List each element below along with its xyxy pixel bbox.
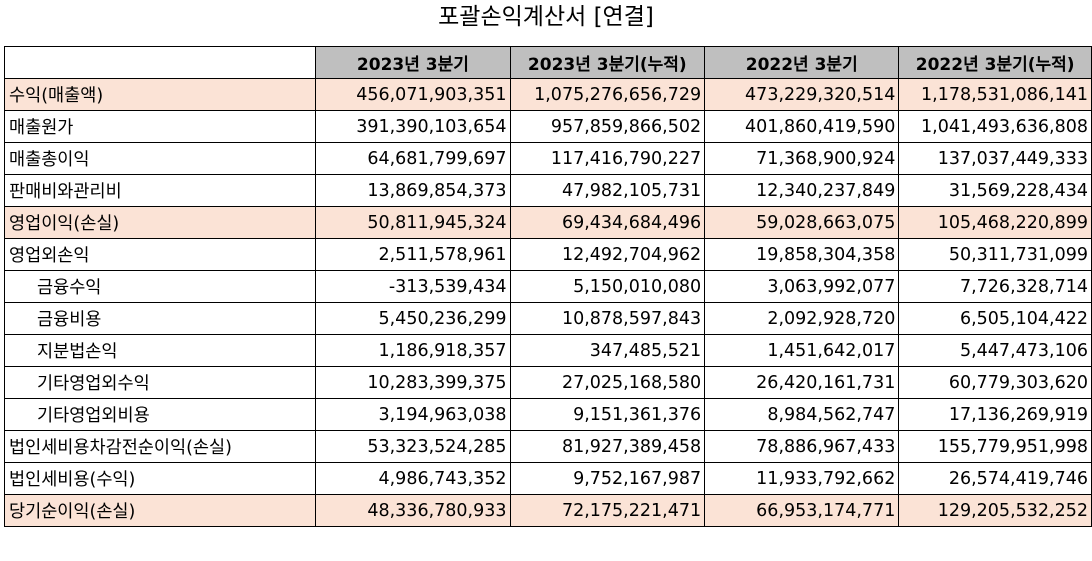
table-row: 매출원가 391,390,103,654 957,859,866,502 401,86… — [3, 110, 1092, 143]
table-row: 영업외손익 2,511,578,961 12,492,704,962 19,858,3… — [3, 238, 1092, 271]
column-header: 2022년 3분기(누적) — [898, 46, 1092, 79]
value-cell: 1,451,642,017 — [704, 334, 900, 367]
value-cell: 117,416,790,227 — [509, 142, 706, 175]
value-cell: 105,468,220,899 — [898, 206, 1092, 239]
value-cell: 53,323,524,285 — [315, 430, 511, 463]
value-cell: 17,136,269,919 — [898, 398, 1092, 431]
table-row: 기타영업외비용 3,194,963,038 9,151,361,376 8,984,5… — [3, 398, 1092, 431]
value-cell: 1,186,918,357 — [315, 334, 511, 367]
value-cell: 347,485,521 — [509, 334, 706, 367]
header-row: 2023년 3분기 2023년 3분기(누적) 2022년 3분기 2022년 … — [3, 46, 1092, 79]
value-cell: 9,151,361,376 — [509, 398, 706, 431]
row-label: 영업외손익 — [3, 238, 317, 271]
value-cell: 50,811,945,324 — [315, 206, 511, 239]
value-cell: 64,681,799,697 — [315, 142, 511, 175]
value-cell: 81,927,389,458 — [509, 430, 706, 463]
value-cell: 957,859,866,502 — [509, 110, 706, 143]
value-cell: 72,175,221,471 — [509, 494, 706, 527]
value-cell: 5,447,473,106 — [898, 334, 1092, 367]
value-cell: 129,205,532,252 — [898, 494, 1092, 527]
header-corner-cell — [3, 46, 317, 79]
value-cell: 69,434,684,496 — [509, 206, 706, 239]
table-row: 지분법손익 1,186,918,357 347,485,521 1,451,642,0… — [3, 334, 1092, 367]
value-cell: 13,869,854,373 — [315, 174, 511, 207]
value-cell: 12,340,237,849 — [704, 174, 900, 207]
row-label: 금융수익 — [3, 270, 317, 303]
table-row: 수익(매출액) 456,071,903,351 1,075,276,656,729 4… — [3, 78, 1092, 111]
value-cell: 3,063,992,077 — [704, 270, 900, 303]
value-cell: 1,178,531,086,141 — [898, 78, 1092, 111]
row-label: 기타영업외비용 — [3, 398, 317, 431]
value-cell: 48,336,780,933 — [315, 494, 511, 527]
income-statement-table: 2023년 3분기 2023년 3분기(누적) 2022년 3분기 2022년 … — [3, 46, 1092, 527]
value-cell: 3,194,963,038 — [315, 398, 511, 431]
table-row: 금융수익 -313,539,434 5,150,010,080 3,063,992,0… — [3, 270, 1092, 303]
value-cell: 155,779,951,998 — [898, 430, 1092, 463]
value-cell: 6,505,104,422 — [898, 302, 1092, 335]
value-cell: 9,752,167,987 — [509, 462, 706, 495]
value-cell: 27,025,168,580 — [509, 366, 706, 399]
value-cell: 1,075,276,656,729 — [509, 78, 706, 111]
column-header: 2023년 3분기 — [315, 46, 511, 79]
value-cell: 473,229,320,514 — [704, 78, 900, 111]
value-cell: 11,933,792,662 — [704, 462, 900, 495]
table-row: 법인세비용차감전순이익(손실) 53,323,524,285 81,927,389,… — [3, 430, 1092, 463]
value-cell: 2,511,578,961 — [315, 238, 511, 271]
table-row: 당기순이익(손실) 48,336,780,933 72,175,221,471 66,… — [3, 494, 1092, 527]
value-cell: -313,539,434 — [315, 270, 511, 303]
value-cell: 66,953,174,771 — [704, 494, 900, 527]
value-cell: 5,450,236,299 — [315, 302, 511, 335]
value-cell: 50,311,731,099 — [898, 238, 1092, 271]
row-label: 당기순이익(손실) — [3, 494, 317, 527]
value-cell: 60,779,303,620 — [898, 366, 1092, 399]
value-cell: 19,858,304,358 — [704, 238, 900, 271]
page-title: 포괄손익계산서 [연결] — [438, 4, 654, 30]
value-cell: 47,982,105,731 — [509, 174, 706, 207]
table-body: 수익(매출액) 456,071,903,351 1,075,276,656,729 4… — [3, 78, 1092, 527]
row-label: 매출원가 — [3, 110, 317, 143]
column-header: 2023년 3분기(누적) — [509, 46, 706, 79]
value-cell: 4,986,743,352 — [315, 462, 511, 495]
value-cell: 12,492,704,962 — [509, 238, 706, 271]
table-row: 판매비와관리비 13,869,854,373 47,982,105,731 12,34… — [3, 174, 1092, 207]
value-cell: 10,878,597,843 — [509, 302, 706, 335]
row-label: 기타영업외수익 — [3, 366, 317, 399]
row-label: 영업이익(손실) — [3, 206, 317, 239]
row-label: 판매비와관리비 — [3, 174, 317, 207]
row-label: 법인세비용(수익) — [3, 462, 317, 495]
value-cell: 5,150,010,080 — [509, 270, 706, 303]
value-cell: 456,071,903,351 — [315, 78, 511, 111]
value-cell: 59,028,663,075 — [704, 206, 900, 239]
row-label: 매출총이익 — [3, 142, 317, 175]
row-label: 수익(매출액) — [3, 78, 317, 111]
value-cell: 7,726,328,714 — [898, 270, 1092, 303]
row-label: 금융비용 — [3, 302, 317, 335]
table-row: 영업이익(손실) 50,811,945,324 69,434,684,496 59,0… — [3, 206, 1092, 239]
table-row: 기타영업외수익 10,283,399,375 27,025,168,580 26,42… — [3, 366, 1092, 399]
row-label: 법인세비용차감전순이익(손실) — [3, 430, 317, 463]
table-row: 법인세비용(수익) 4,986,743,352 9,752,167,987 11,93… — [3, 462, 1092, 495]
value-cell: 26,420,161,731 — [704, 366, 900, 399]
value-cell: 401,860,419,590 — [704, 110, 900, 143]
table-row: 금융비용 5,450,236,299 10,878,597,843 2,092,928… — [3, 302, 1092, 335]
value-cell: 8,984,562,747 — [704, 398, 900, 431]
value-cell: 137,037,449,333 — [898, 142, 1092, 175]
value-cell: 10,283,399,375 — [315, 366, 511, 399]
table-row: 매출총이익 64,681,799,697 117,416,790,227 71,368… — [3, 142, 1092, 175]
value-cell: 2,092,928,720 — [704, 302, 900, 335]
column-header: 2022년 3분기 — [704, 46, 900, 79]
value-cell: 391,390,103,654 — [315, 110, 511, 143]
value-cell: 26,574,419,746 — [898, 462, 1092, 495]
value-cell: 1,041,493,636,808 — [898, 110, 1092, 143]
value-cell: 78,886,967,433 — [704, 430, 900, 463]
value-cell: 31,569,228,434 — [898, 174, 1092, 207]
value-cell: 71,368,900,924 — [704, 142, 900, 175]
row-label: 지분법손익 — [3, 334, 317, 367]
